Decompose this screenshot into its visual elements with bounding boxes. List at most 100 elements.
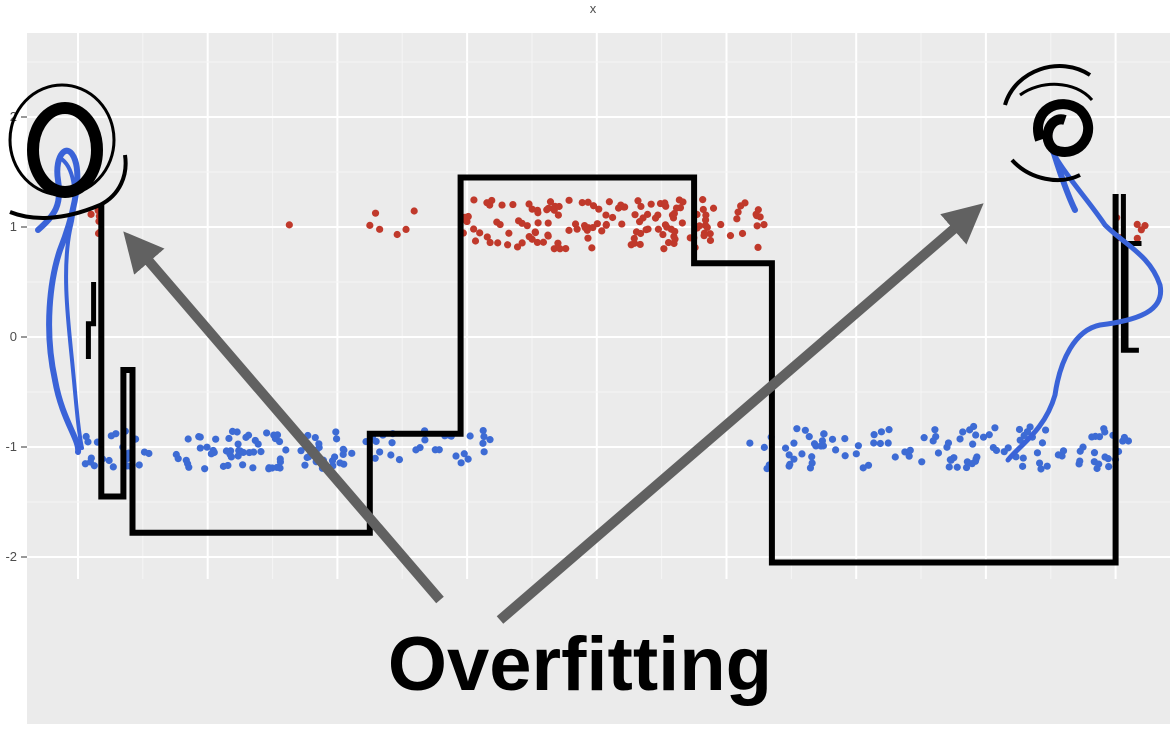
- data-point: [315, 443, 323, 452]
- data-point: [920, 434, 928, 442]
- data-point: [273, 431, 282, 439]
- data-point: [1095, 460, 1103, 468]
- data-point: [460, 450, 468, 458]
- data-point: [973, 453, 981, 461]
- data-point: [598, 227, 606, 235]
- data-point: [486, 238, 494, 247]
- data-point: [219, 462, 228, 470]
- x-axis-label: x: [590, 1, 597, 16]
- data-point: [801, 426, 809, 434]
- data-point: [562, 245, 570, 253]
- blue-scribble-right: [1005, 132, 1164, 463]
- data-point: [140, 448, 149, 456]
- data-point: [81, 460, 89, 468]
- data-point: [968, 460, 976, 468]
- data-point: [457, 459, 465, 467]
- data-point: [670, 209, 678, 218]
- data-point: [671, 235, 679, 243]
- data-point: [505, 229, 513, 237]
- data-point: [544, 204, 553, 212]
- data-point: [371, 209, 380, 217]
- data-point: [636, 240, 644, 249]
- data-point: [956, 435, 964, 443]
- data-point: [372, 437, 380, 446]
- data-point: [371, 454, 379, 462]
- data-point: [534, 219, 542, 227]
- data-point: [654, 225, 663, 233]
- data-point: [1043, 462, 1051, 470]
- data-point: [276, 458, 285, 466]
- grid: [27, 33, 1170, 579]
- data-point: [738, 229, 747, 238]
- data-point: [699, 205, 707, 214]
- overfit-scribbles: [8, 64, 1164, 463]
- data-point: [753, 222, 761, 230]
- y-tick-label: -1: [5, 439, 17, 454]
- annotation-arrows: [123, 203, 984, 624]
- data-point: [617, 201, 625, 209]
- data-point: [331, 453, 339, 461]
- data-point: [87, 454, 95, 462]
- data-point: [393, 230, 401, 239]
- data-point: [676, 204, 685, 212]
- data-point: [249, 464, 257, 472]
- data-point: [268, 464, 276, 472]
- step-line-overlay: [1120, 194, 1139, 353]
- data-point: [985, 431, 993, 439]
- data-point: [539, 238, 548, 246]
- data-point: [311, 433, 319, 442]
- data-point: [244, 431, 253, 439]
- data-point: [790, 455, 798, 463]
- data-point: [234, 452, 242, 460]
- data-point: [301, 461, 309, 469]
- data-point: [876, 439, 884, 448]
- data-point: [1088, 433, 1096, 441]
- data-point: [931, 426, 939, 434]
- data-point: [533, 206, 542, 214]
- data-point: [525, 200, 533, 208]
- data-point: [870, 439, 878, 447]
- data-point: [734, 208, 742, 216]
- data-point: [285, 221, 293, 229]
- data-point: [1033, 449, 1042, 457]
- data-point: [918, 458, 926, 466]
- data-point: [464, 455, 472, 463]
- data-point: [854, 442, 862, 450]
- data-point: [554, 211, 562, 219]
- data-point: [470, 225, 478, 233]
- data-point: [588, 244, 596, 252]
- data-point: [810, 440, 819, 448]
- data-point: [832, 446, 840, 454]
- data-point: [544, 232, 552, 240]
- data-point: [480, 448, 488, 456]
- data-point: [498, 201, 506, 209]
- data-point: [979, 433, 988, 441]
- data-point: [402, 225, 410, 234]
- data-point: [523, 222, 531, 230]
- data-point: [513, 243, 522, 251]
- data-point: [387, 451, 395, 459]
- data-point: [578, 198, 586, 207]
- data-point: [584, 198, 592, 206]
- data-point: [661, 199, 669, 207]
- data-point: [1035, 459, 1044, 467]
- data-point: [754, 243, 762, 252]
- data-point: [972, 431, 980, 439]
- black-swirl-right-arc3: [1019, 82, 1094, 102]
- black-swirl-right-arc1: [1003, 64, 1092, 106]
- data-point: [486, 436, 494, 444]
- data-point: [1041, 426, 1050, 434]
- data-point: [706, 230, 714, 238]
- data-point: [706, 236, 715, 245]
- blue-scribble-left: [35, 147, 82, 455]
- data-point: [1015, 425, 1024, 434]
- data-point: [701, 216, 710, 224]
- data-point: [201, 465, 209, 473]
- data-point: [679, 198, 687, 206]
- data-point: [388, 439, 396, 447]
- data-point: [410, 207, 418, 215]
- data-point: [733, 215, 741, 223]
- data-point: [906, 446, 914, 454]
- arrow-left: [123, 231, 444, 604]
